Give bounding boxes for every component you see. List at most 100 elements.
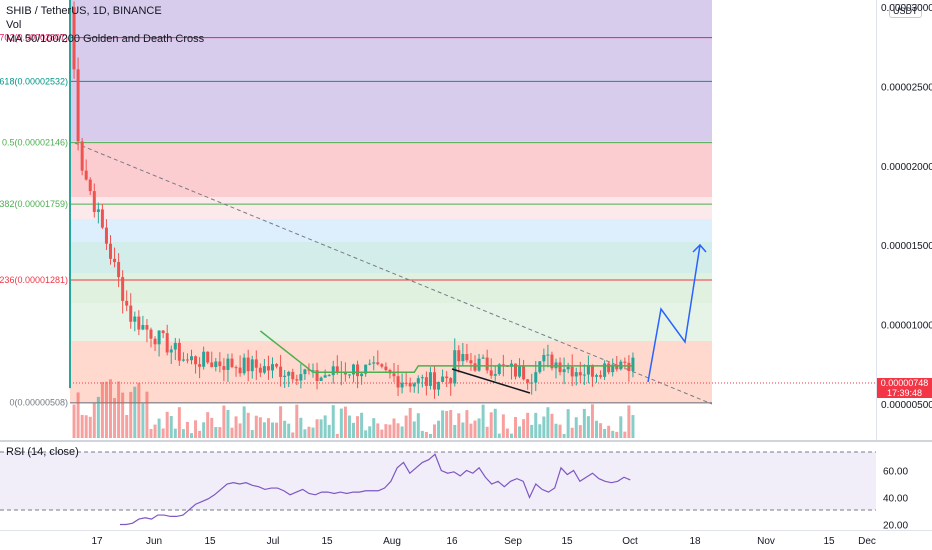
pane-divider[interactable] xyxy=(0,440,932,442)
volume-bar xyxy=(364,430,368,438)
volume-bar xyxy=(104,381,108,438)
volume-bar xyxy=(185,421,189,438)
volume-bar xyxy=(501,414,505,438)
volume-bar xyxy=(315,419,319,438)
volume-bar xyxy=(291,432,295,438)
candle-body xyxy=(477,358,481,371)
candle-body xyxy=(530,382,534,384)
volume-bar xyxy=(578,425,582,438)
volume-bar xyxy=(275,422,279,438)
candle-body xyxy=(400,382,404,388)
candle-body xyxy=(570,366,574,377)
currency-badge[interactable]: USDT xyxy=(889,4,922,18)
candle-body xyxy=(449,378,453,384)
volume-bar xyxy=(343,406,347,438)
volume-bar xyxy=(254,415,258,438)
candle-body xyxy=(262,366,266,373)
candle-body xyxy=(461,354,465,362)
candle-body xyxy=(109,243,112,259)
volume-bar xyxy=(133,386,137,438)
candle-body xyxy=(420,377,424,379)
candle-body xyxy=(623,361,627,363)
candle-body xyxy=(372,362,376,364)
candle-body xyxy=(607,363,611,373)
volume-bar xyxy=(198,430,202,438)
volume-bar xyxy=(149,428,153,438)
volume-bar xyxy=(218,427,222,438)
volume-bar xyxy=(279,406,283,438)
candle-body xyxy=(331,366,335,376)
volume-bar xyxy=(388,424,392,438)
volume-bar xyxy=(615,431,619,438)
candle-body xyxy=(327,375,331,377)
volume-bar xyxy=(177,407,181,438)
volume-bar xyxy=(210,417,214,438)
candle-body xyxy=(133,316,137,322)
rsi-line xyxy=(120,453,631,526)
volume-bar xyxy=(109,379,112,438)
price-scale-tick: 0.00002000 xyxy=(881,162,932,173)
volume-bar xyxy=(534,412,538,438)
volume-bar xyxy=(392,418,396,438)
candle-body xyxy=(234,367,238,369)
volume-bar xyxy=(169,416,173,438)
volume-bar xyxy=(603,429,607,438)
candle-body xyxy=(514,363,517,377)
volume-bar xyxy=(400,426,404,438)
volume-bar xyxy=(631,415,635,438)
drawn-trendline xyxy=(451,368,531,394)
candle-body xyxy=(522,365,526,380)
candle-body xyxy=(627,362,631,371)
candle-body xyxy=(149,329,153,339)
time-axis-tick: Jun xyxy=(146,536,162,547)
volume-bar xyxy=(372,418,376,438)
volume-bar xyxy=(295,404,299,438)
time-axis-tick: 18 xyxy=(689,536,701,547)
symbol-title[interactable]: SHIB / TetherUS, 1D, BINANCE xyxy=(6,5,162,17)
volume-bar xyxy=(522,419,526,438)
volume-bar xyxy=(129,391,133,438)
candle-body xyxy=(323,375,327,378)
time-axis-tick: 17 xyxy=(91,536,103,547)
volume-bar xyxy=(319,419,323,438)
candle-body xyxy=(169,349,173,353)
time-axis-tick: 15 xyxy=(561,536,573,547)
candle-body xyxy=(165,333,169,353)
volume-bar xyxy=(619,416,623,438)
volume-bar xyxy=(570,427,574,438)
candle-body xyxy=(445,376,449,379)
candle-body xyxy=(295,379,299,381)
volume-bar xyxy=(117,381,121,438)
candle-body xyxy=(380,364,384,367)
time-axis-tick: Aug xyxy=(383,536,401,547)
current-price: 0.00000748 xyxy=(880,378,929,388)
candle-body xyxy=(534,372,538,383)
volume-bar xyxy=(356,416,360,438)
volume-bar xyxy=(80,414,84,438)
candle-body xyxy=(412,383,416,387)
candle-body xyxy=(376,362,380,365)
volume-bar xyxy=(258,417,262,438)
volume-label[interactable]: Vol xyxy=(6,19,22,31)
price-scale-tick: 0.00002500 xyxy=(881,82,932,93)
price-scale-tick: 0.00003000 xyxy=(881,3,932,14)
rsi-label[interactable]: RSI (14, close) xyxy=(6,446,79,458)
fib-zone-2 xyxy=(70,197,712,219)
candle-body xyxy=(489,370,493,376)
volume-bar xyxy=(424,431,428,438)
volume-bar xyxy=(473,420,477,438)
indicator-label[interactable]: MA 50/100/200 Golden and Death Cross xyxy=(6,33,205,45)
volume-bar xyxy=(550,413,554,438)
volume-bar xyxy=(554,423,558,438)
volume-bar xyxy=(566,409,570,438)
volume-bar xyxy=(489,412,493,438)
candle-body xyxy=(80,141,84,171)
candle-body xyxy=(230,358,234,368)
volume-bar xyxy=(161,428,165,438)
candle-body xyxy=(141,325,145,330)
volume-bar xyxy=(360,412,364,438)
volume-bar xyxy=(546,407,550,438)
candle-body xyxy=(258,367,262,373)
volume-bar xyxy=(173,428,177,438)
